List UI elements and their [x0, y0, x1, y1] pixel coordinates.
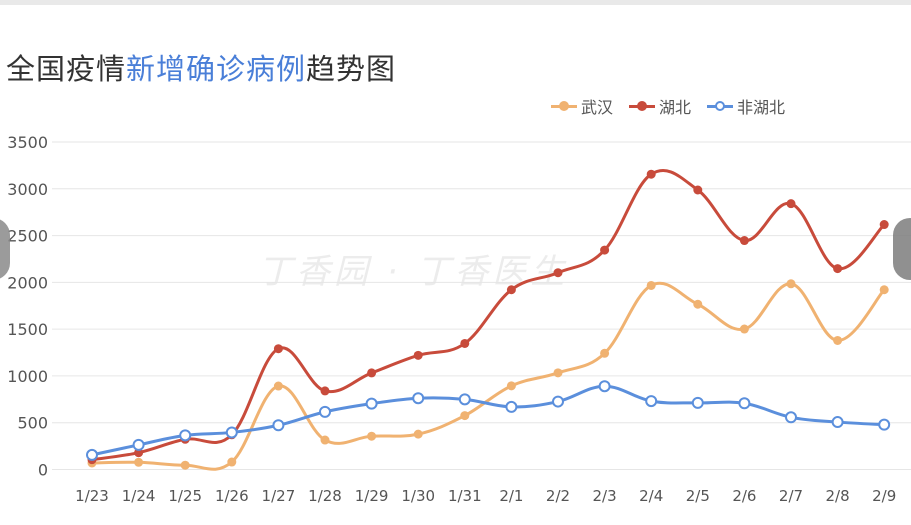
- data-point-wuhan: [180, 460, 190, 470]
- data-point-non-hubei: [272, 419, 285, 432]
- data-point-non-hubei: [552, 395, 564, 408]
- data-point-non-hubei: [878, 418, 891, 431]
- data-point-wuhan: [273, 381, 283, 391]
- series-line-non-hubei: [90, 384, 886, 457]
- data-point-wuhan: [833, 335, 843, 345]
- x-tick-label: 1/24: [122, 487, 156, 505]
- y-tick-label: 3500: [7, 133, 48, 152]
- data-point-wuhan: [693, 299, 703, 309]
- data-point-non-hubei: [458, 393, 471, 406]
- x-tick-label: 2/7: [779, 487, 803, 505]
- data-point-hubei: [273, 344, 283, 354]
- x-tick-label: 2/2: [546, 487, 570, 505]
- y-tick-label: 0: [38, 461, 48, 480]
- data-point-hubei: [786, 199, 796, 209]
- series-line-hubei: [90, 168, 886, 462]
- legend-label-hubei: 湖北: [658, 98, 691, 117]
- x-tick-label: 1/23: [75, 487, 109, 505]
- data-point-wuhan: [367, 431, 377, 441]
- y-tick-label: 3000: [7, 180, 48, 199]
- data-point-non-hubei: [179, 429, 192, 442]
- previous-arrow-button[interactable]: [0, 218, 10, 280]
- data-point-wuhan: [227, 457, 237, 467]
- y-tick-label: 1000: [7, 367, 48, 386]
- data-point-non-hubei: [319, 405, 331, 418]
- y-tick-label: 2500: [7, 227, 48, 246]
- data-point-wuhan: [320, 435, 330, 445]
- x-tick-label: 2/5: [686, 487, 710, 505]
- data-point-non-hubei: [598, 380, 611, 393]
- data-point-non-hubei: [691, 396, 704, 409]
- data-point-wuhan: [739, 324, 749, 334]
- x-tick-label: 2/1: [499, 487, 523, 505]
- data-point-non-hubei: [785, 411, 797, 424]
- legend-item-non-hubei[interactable]: 非湖北: [706, 94, 785, 118]
- data-point-non-hubei: [132, 438, 145, 451]
- data-point-wuhan: [879, 285, 889, 295]
- data-point-non-hubei: [738, 397, 751, 410]
- data-point-non-hubei: [86, 448, 98, 461]
- data-point-hubei: [320, 386, 330, 396]
- data-point-hubei: [553, 268, 563, 278]
- data-point-hubei: [460, 338, 470, 348]
- data-point-hubei: [646, 169, 656, 179]
- legend-marker-hubei: [628, 100, 655, 112]
- legend-label-non-hubei: 非湖北: [736, 98, 785, 117]
- x-tick-label: 2/3: [593, 487, 617, 505]
- data-point-hubei: [413, 350, 423, 360]
- y-tick-label: 500: [17, 414, 48, 433]
- data-point-hubei: [600, 245, 610, 255]
- data-point-non-hubei: [831, 416, 844, 429]
- legend-marker-wuhan: [550, 100, 577, 112]
- x-tick-label: 2/8: [826, 487, 850, 505]
- x-tick-label: 1/25: [168, 487, 202, 505]
- x-tick-label: 2/9: [872, 487, 896, 505]
- data-point-non-hubei: [365, 397, 378, 410]
- title-prefix: 全国疫情: [6, 52, 127, 86]
- legend-marker-non-hubei: [706, 100, 733, 112]
- title-accent: 新增确诊病例: [126, 52, 307, 86]
- watermark-text: 丁香园 · 丁香医生: [258, 252, 569, 292]
- data-point-non-hubei: [645, 395, 658, 408]
- data-point-wuhan: [646, 280, 656, 290]
- data-point-non-hubei: [225, 426, 238, 439]
- data-point-wuhan: [134, 457, 144, 467]
- data-point-wuhan: [553, 368, 563, 378]
- top-divider: [0, 0, 911, 5]
- legend-item-hubei[interactable]: 湖北: [628, 94, 691, 118]
- data-point-non-hubei: [412, 392, 425, 405]
- data-point-wuhan: [460, 411, 470, 421]
- x-tick-label: 2/6: [732, 487, 756, 505]
- x-tick-label: 1/31: [448, 487, 482, 505]
- data-point-hubei: [739, 236, 749, 246]
- x-tick-label: 1/30: [401, 487, 435, 505]
- chart-title: 全国疫情新增确诊病例趋势图: [6, 46, 396, 88]
- y-tick-label: 2000: [7, 273, 48, 292]
- legend-item-wuhan[interactable]: 武汉: [550, 94, 613, 118]
- data-point-wuhan: [413, 429, 423, 439]
- x-tick-label: 1/26: [215, 487, 249, 505]
- y-tick-label: 1500: [7, 320, 48, 339]
- next-arrow-button[interactable]: [893, 218, 911, 280]
- title-suffix: 趋势图: [306, 52, 397, 86]
- data-point-hubei: [367, 368, 377, 378]
- data-point-hubei: [506, 285, 516, 295]
- x-tick-label: 1/28: [308, 487, 342, 505]
- data-point-wuhan: [506, 381, 516, 391]
- x-tick-label: 1/27: [262, 487, 296, 505]
- data-point-hubei: [833, 264, 843, 274]
- data-point-hubei: [879, 220, 889, 230]
- data-point-wuhan: [786, 279, 796, 289]
- chart-legend: 武汉 湖北 非湖北: [550, 94, 785, 118]
- data-point-hubei: [693, 185, 703, 195]
- data-point-non-hubei: [505, 400, 518, 413]
- x-tick-label: 1/29: [355, 487, 389, 505]
- data-point-wuhan: [600, 348, 610, 358]
- legend-label-wuhan: 武汉: [580, 98, 613, 117]
- x-tick-label: 2/4: [639, 487, 663, 505]
